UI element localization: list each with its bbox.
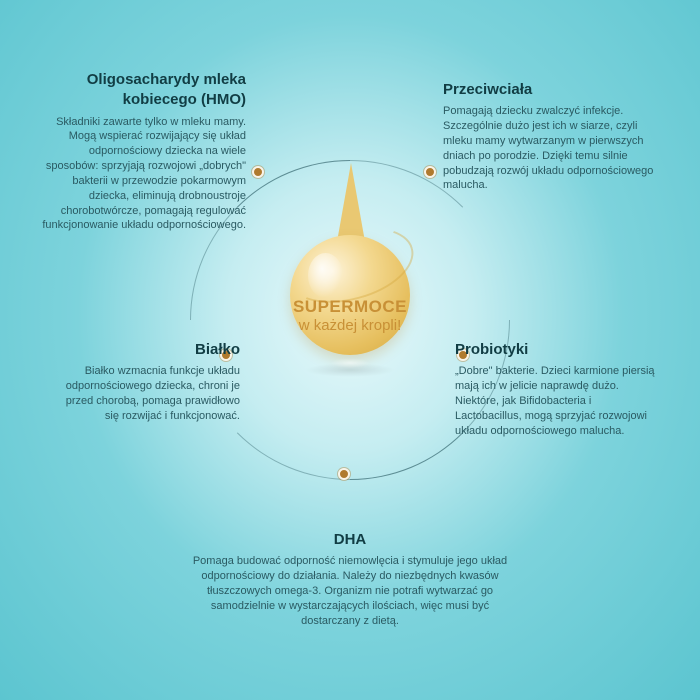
center-label: SUPERMOCE w każdej kropli! <box>263 297 437 334</box>
hmo-title: Oligosacharydy mleka kobiecego (HMO) <box>36 70 246 111</box>
block-probiotyki: Probiotyki „Dobre" bakterie. Dzieci karm… <box>455 340 660 438</box>
prob-body: „Dobre" bakterie. Dzieci karmione piersi… <box>455 364 660 438</box>
bialko-body: Białko wzmacnia funkcje układu odpornośc… <box>50 364 240 423</box>
bialko-title: Białko <box>50 340 240 360</box>
block-bialko: Białko Białko wzmacnia funkcje układu od… <box>50 340 240 424</box>
przec-body: Pomagają dziecku zwalczyć infekcje. Szcz… <box>443 104 666 193</box>
center-title: SUPERMOCE <box>263 297 437 317</box>
dha-body: Pomaga budować odporność niemowlęcia i s… <box>180 554 520 628</box>
hmo-body: Składniki zawarte tylko w mleku mamy. Mo… <box>36 115 246 234</box>
przec-title: Przeciwciała <box>443 80 666 100</box>
node-dha <box>338 468 350 480</box>
milk-drop-icon <box>280 175 420 375</box>
block-przeciwciala: Przeciwciała Pomagają dziecku zwalczyć i… <box>443 80 666 193</box>
block-hmo: Oligosacharydy mleka kobiecego (HMO) Skł… <box>36 70 246 233</box>
prob-title: Probiotyki <box>455 340 660 360</box>
center-subtitle: w każdej kropli! <box>263 317 437 334</box>
block-dha: DHA Pomaga budować odporność niemowlęcia… <box>180 530 520 628</box>
node-hmo <box>252 166 264 178</box>
dha-title: DHA <box>180 530 520 550</box>
node-przec <box>424 166 436 178</box>
